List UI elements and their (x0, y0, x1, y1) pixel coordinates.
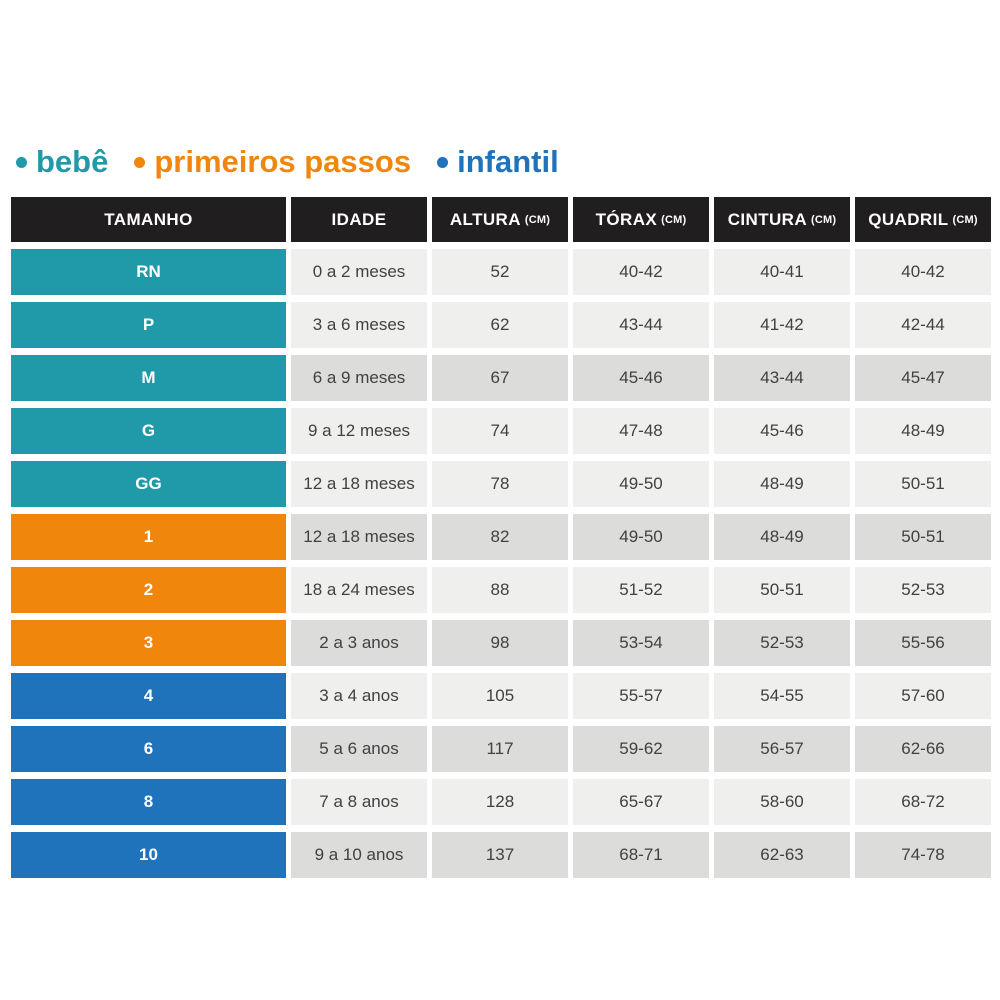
header-unit: (CM) (952, 213, 978, 226)
cell-torax: 49-50 (573, 461, 709, 507)
cell-idade: 3 a 6 meses (291, 302, 427, 348)
cell-quadril: 68-72 (855, 779, 991, 825)
cell-altura: 117 (432, 726, 568, 772)
cell-idade: 9 a 12 meses (291, 408, 427, 454)
header-unit: (CM) (524, 213, 551, 226)
cell-cintura: 48-49 (714, 461, 850, 507)
header-idade: IDADE (291, 197, 427, 242)
cell-torax: 49-50 (573, 514, 709, 560)
cell-cintura: 45-46 (714, 408, 850, 454)
header-cintura: CINTURA (CM) (714, 197, 850, 242)
cell-idade: 18 a 24 meses (291, 567, 427, 613)
cell-torax: 45-46 (573, 355, 709, 401)
cell-altura: 78 (432, 461, 568, 507)
size-cell: P (11, 302, 286, 348)
cell-altura: 62 (432, 302, 568, 348)
header-label: TAMANHO (104, 209, 193, 229)
cell-cintura: 50-51 (714, 567, 850, 613)
legend-item-bebe: bebê (16, 146, 108, 177)
cell-quadril: 50-51 (855, 514, 991, 560)
cell-idade: 12 a 18 meses (291, 514, 427, 560)
cell-altura: 137 (432, 832, 568, 878)
cell-idade: 6 a 9 meses (291, 355, 427, 401)
cell-cintura: 54-55 (714, 673, 850, 719)
cell-cintura: 40-41 (714, 249, 850, 295)
bullet-icon (437, 157, 449, 168)
cell-altura: 67 (432, 355, 568, 401)
size-cell: RN (11, 249, 286, 295)
cell-torax: 59-62 (573, 726, 709, 772)
cell-torax: 47-48 (573, 408, 709, 454)
size-cell: 10 (11, 832, 286, 878)
cell-altura: 88 (432, 567, 568, 613)
header-label: CINTURA (727, 209, 808, 229)
cell-cintura: 56-57 (714, 726, 850, 772)
bullet-icon (134, 157, 146, 168)
cell-altura: 98 (432, 620, 568, 666)
cell-altura: 52 (432, 249, 568, 295)
legend-label-bebe: bebê (36, 144, 109, 179)
size-group-legend: bebê primeiros passos infantil (16, 146, 559, 177)
cell-quadril: 45-47 (855, 355, 991, 401)
cell-quadril: 48-49 (855, 408, 991, 454)
legend-label-infantil: infantil (457, 144, 559, 179)
header-label: ALTURA (449, 209, 521, 229)
size-cell: 3 (11, 620, 286, 666)
cell-torax: 53-54 (573, 620, 709, 666)
cell-altura: 128 (432, 779, 568, 825)
cell-idade: 9 a 10 anos (291, 832, 427, 878)
size-cell: GG (11, 461, 286, 507)
header-torax: TÓRAX (CM) (573, 197, 709, 242)
cell-idade: 5 a 6 anos (291, 726, 427, 772)
cell-cintura: 58-60 (714, 779, 850, 825)
cell-torax: 68-71 (573, 832, 709, 878)
header-altura: ALTURA (CM) (432, 197, 568, 242)
bullet-icon (16, 157, 27, 168)
cell-quadril: 74-78 (855, 832, 991, 878)
size-cell: 8 (11, 779, 286, 825)
legend-item-primeiros-passos: primeiros passos (134, 146, 411, 177)
header-label: TÓRAX (595, 209, 658, 229)
header-unit: (CM) (661, 213, 687, 226)
size-cell: 6 (11, 726, 286, 772)
cell-torax: 40-42 (573, 249, 709, 295)
header-tamanho: TAMANHO (11, 197, 286, 242)
cell-idade: 0 a 2 meses (291, 249, 427, 295)
header-label: QUADRIL (868, 209, 949, 229)
cell-quadril: 50-51 (855, 461, 991, 507)
cell-quadril: 55-56 (855, 620, 991, 666)
header-quadril: QUADRIL (CM) (855, 197, 991, 242)
size-cell: G (11, 408, 286, 454)
size-cell: 2 (11, 567, 286, 613)
cell-torax: 65-67 (573, 779, 709, 825)
cell-quadril: 42-44 (855, 302, 991, 348)
cell-idade: 2 a 3 anos (291, 620, 427, 666)
size-cell: M (11, 355, 286, 401)
cell-cintura: 48-49 (714, 514, 850, 560)
cell-altura: 105 (432, 673, 568, 719)
size-cell: 4 (11, 673, 286, 719)
cell-quadril: 57-60 (855, 673, 991, 719)
legend-item-infantil: infantil (437, 146, 559, 177)
cell-torax: 43-44 (573, 302, 709, 348)
cell-altura: 82 (432, 514, 568, 560)
cell-cintura: 43-44 (714, 355, 850, 401)
size-table: TAMANHO IDADE ALTURA (CM) TÓRAX (CM) CIN… (11, 197, 991, 878)
legend-label-primeiros-passos: primeiros passos (154, 144, 412, 179)
cell-idade: 7 a 8 anos (291, 779, 427, 825)
cell-altura: 74 (432, 408, 568, 454)
cell-quadril: 52-53 (855, 567, 991, 613)
cell-torax: 55-57 (573, 673, 709, 719)
cell-idade: 3 a 4 anos (291, 673, 427, 719)
cell-quadril: 62-66 (855, 726, 991, 772)
cell-torax: 51-52 (573, 567, 709, 613)
cell-cintura: 52-53 (714, 620, 850, 666)
header-unit: (CM) (811, 213, 837, 226)
header-label: IDADE (331, 209, 387, 229)
cell-quadril: 40-42 (855, 249, 991, 295)
cell-cintura: 62-63 (714, 832, 850, 878)
cell-idade: 12 a 18 meses (291, 461, 427, 507)
size-cell: 1 (11, 514, 286, 560)
cell-cintura: 41-42 (714, 302, 850, 348)
